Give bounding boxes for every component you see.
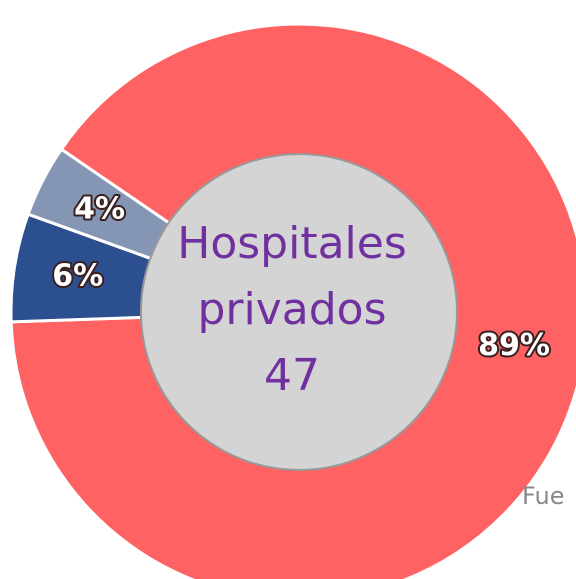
source-note: Fue xyxy=(522,482,564,510)
center-disc xyxy=(140,153,458,471)
data-label: 6% xyxy=(52,259,103,294)
data-label: 89% xyxy=(478,328,550,363)
center-line: privados xyxy=(197,284,386,335)
data-label: 4% xyxy=(74,191,125,226)
center-line: Hospitales xyxy=(177,218,407,269)
center-line: 47 xyxy=(264,350,320,401)
